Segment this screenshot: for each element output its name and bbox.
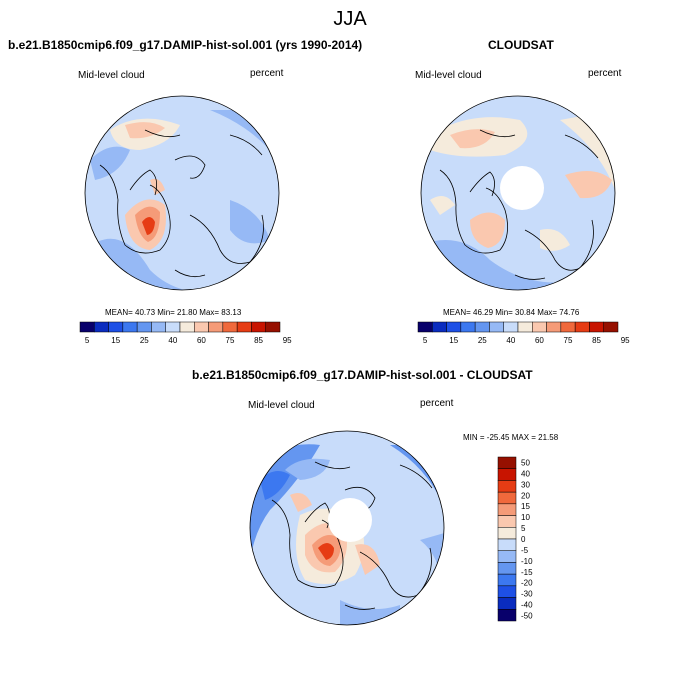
colorbar-difference-tick-label: 10: [521, 513, 530, 522]
colorbar-model-tick-label: 85: [254, 336, 263, 345]
colorbar-cloudsat-tick-label: 85: [592, 336, 601, 345]
panel-2-title: CLOUDSAT: [488, 38, 554, 52]
colorbar-cloudsat: 5 15 25 40 60 75 85 95: [417, 321, 630, 345]
colorbar-cloudsat-swatch: [432, 321, 447, 333]
colorbar-cloudsat-swatch: [546, 321, 562, 333]
panel-3-units-label: percent: [420, 398, 454, 409]
colorbar-difference-swatch: [497, 609, 517, 622]
colorbar-model-tick-label: 40: [168, 336, 177, 345]
colorbar-cloudsat-tick-label: 25: [478, 336, 487, 345]
map-cloudsat: [420, 95, 616, 291]
colorbar-difference-swatch: [497, 456, 517, 469]
colorbar-model-swatch: [94, 321, 109, 333]
colorbar-difference-swatch: [497, 515, 517, 528]
colorbar-difference-tick-label: -30: [521, 590, 533, 599]
colorbar-difference-swatch: [497, 491, 517, 505]
colorbar-difference-swatch: [497, 562, 517, 575]
colorbar-difference-tick-label: -10: [521, 557, 533, 566]
colorbar-cloudsat-swatch: [446, 321, 462, 333]
colorbar-model-swatch: [136, 321, 152, 333]
colorbar-difference-swatch: [497, 527, 517, 540]
colorbar-model-swatch: [122, 321, 138, 333]
colorbar-cloudsat-tick-label: 60: [535, 336, 544, 345]
colorbar-difference-tick-label: 5: [521, 524, 526, 533]
colorbar-model-swatch: [179, 321, 195, 333]
colorbar-difference-tick-label: -5: [521, 546, 529, 555]
colorbar-difference-tick-label: 0: [521, 535, 526, 544]
panel-3-stats: MIN = -25.45 MAX = 21.58: [463, 433, 559, 442]
colorbar-difference-tick-label: -40: [521, 601, 533, 610]
colorbar-cloudsat-tick-label: 75: [564, 336, 573, 345]
colorbar-difference-swatch: [497, 573, 517, 587]
panel-2-variable-label: Mid-level cloud: [415, 70, 482, 81]
colorbar-model-swatch: [265, 321, 281, 333]
panel-1-variable-label: Mid-level cloud: [78, 70, 145, 81]
colorbar-cloudsat-swatch: [532, 321, 547, 333]
colorbar-difference-tick-label: 20: [521, 491, 530, 500]
colorbar-difference-swatch: [497, 480, 517, 493]
colorbar-difference-swatch: [497, 538, 517, 551]
colorbar-difference-tick-label: -15: [521, 568, 533, 577]
figure-title: JJA: [333, 8, 367, 30]
colorbar-cloudsat-swatch: [474, 321, 490, 333]
colorbar-difference-tick-label: -50: [521, 612, 533, 621]
colorbar-model-swatch: [108, 321, 124, 333]
colorbar-model-swatch: [208, 321, 224, 333]
colorbar-cloudsat-swatch: [574, 321, 590, 333]
colorbar-cloudsat-swatch: [560, 321, 576, 333]
colorbar-cloudsat-swatch: [603, 321, 619, 333]
colorbar-model-swatch: [251, 321, 266, 333]
colorbar-difference-tick-label: 30: [521, 480, 530, 489]
colorbar-model-tick-label: 25: [140, 336, 149, 345]
panel-3-variable-label: Mid-level cloud: [248, 400, 315, 411]
colorbar-model-swatch: [165, 321, 181, 333]
colorbar-difference-tick-label: -20: [521, 579, 533, 588]
colorbar-cloudsat-swatch: [503, 321, 519, 333]
colorbar-model-swatch: [222, 321, 238, 333]
colorbar-model-tick-label: 95: [283, 336, 292, 345]
colorbar-model-tick-label: 15: [111, 336, 120, 345]
colorbar-cloudsat-tick-label: 5: [423, 336, 428, 345]
colorbar-cloudsat-tick-label: 40: [506, 336, 515, 345]
colorbar-difference-swatch: [497, 550, 517, 563]
colorbar-model: 5 15 25 40 60 75 85 95: [79, 321, 292, 345]
panel-1-units-label: percent: [250, 68, 284, 79]
colorbar-cloudsat-tick-label: 15: [449, 336, 458, 345]
colorbar-difference-swatch: [497, 597, 517, 610]
colorbar-model-tick-label: 75: [226, 336, 235, 345]
colorbar-cloudsat-swatch: [460, 321, 476, 333]
colorbar-difference-tick-label: 50: [521, 458, 530, 467]
colorbar-model-swatch: [194, 321, 209, 333]
colorbar-cloudsat-swatch: [589, 321, 604, 333]
colorbar-cloudsat-swatch: [489, 321, 504, 333]
colorbar-model-swatch: [79, 321, 95, 333]
panel-1-stats: MEAN= 40.73 Min= 21.80 Max= 83.13: [105, 308, 242, 317]
colorbar-cloudsat-swatch: [517, 321, 533, 333]
colorbar-difference-tick-label: 40: [521, 469, 530, 478]
colorbar-cloudsat-swatch: [417, 321, 433, 333]
colorbar-model-swatch: [151, 321, 166, 333]
panel-2-units-label: percent: [588, 68, 622, 79]
colorbar-cloudsat-tick-label: 95: [621, 336, 630, 345]
panel-2-stats: MEAN= 46.29 Min= 30.84 Max= 74.76: [443, 308, 580, 317]
panel-1-title: b.e21.B1850cmip6.f09_g17.DAMIP-hist-sol.…: [8, 38, 363, 52]
colorbar-model-swatch: [236, 321, 252, 333]
map-difference: [249, 430, 445, 626]
colorbar-difference-swatch: [497, 585, 517, 598]
map-model: [84, 95, 280, 291]
colorbar-difference-tick-label: 15: [521, 502, 530, 511]
colorbar-difference-swatch: [497, 503, 517, 516]
colorbar-model-tick-label: 60: [197, 336, 206, 345]
colorbar-difference-swatch: [497, 468, 517, 481]
panel-3-title: b.e21.B1850cmip6.f09_g17.DAMIP-hist-sol.…: [192, 368, 533, 382]
colorbar-model-tick-label: 5: [85, 336, 90, 345]
